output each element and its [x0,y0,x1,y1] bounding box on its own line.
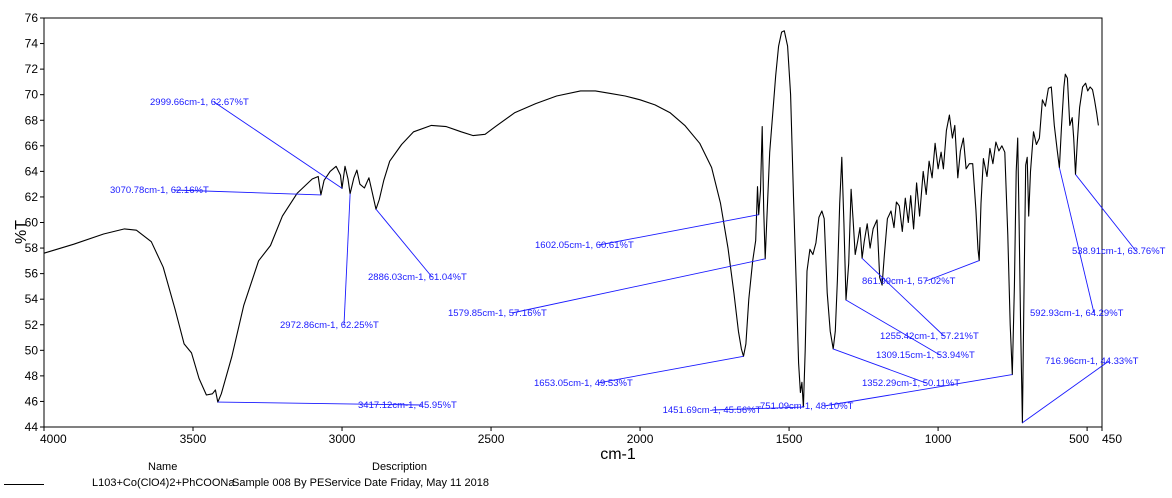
annotation-leader-line [711,406,804,411]
y-tick-label: 76 [25,11,39,25]
annotation-label: 3070.78cm-1, 62.16%T [110,185,209,196]
annotation-label: 1451.69cm-1, 45.56%T [663,405,762,416]
legend-series-description: Sample 008 By PEService Date Friday, May… [232,477,489,489]
annotation-label: 716.96cm-1, 44.33%T [1045,356,1139,367]
series-layer [43,30,1099,424]
y-tick-label: 44 [25,420,39,434]
x-tick-label: 450 [1102,432,1122,446]
y-tick-label: 62 [25,190,39,204]
x-tick-label: 3000 [329,432,356,446]
annotation-leader-line [1058,167,1095,314]
series-line [43,30,1099,424]
y-tick-label: 74 [25,37,39,51]
y-tick-label: 50 [25,343,39,357]
annotation-label: 538.91cm-1, 63.76%T [1072,246,1166,257]
annotation-label: 861.99cm-1, 57.02%T [862,276,956,287]
annotation-leader-line [861,257,945,337]
x-tick-label: 1000 [925,432,952,446]
x-tick-label: 1500 [776,432,803,446]
annotation-label: 3417.12cm-1, 45.95%T [358,400,457,411]
annotation-leader-line [597,355,744,384]
y-tick-label: 72 [25,62,39,76]
y-tick-label: 68 [25,113,39,127]
x-axis-title: cm-1 [600,446,636,460]
legend-name-header: Name [148,461,178,473]
annotation-label: 592.93cm-1, 64.29%T [1030,308,1124,319]
legend: Name Description L103+Co(ClO4)2+PhCOONa … [0,458,1172,498]
annotation-leader-line [343,193,351,326]
y-axis-title: %T [13,220,30,244]
annotation-leader-line [213,101,343,189]
annotation-leader-line [925,260,980,282]
y-tick-label: 58 [25,241,39,255]
annotation-leader-line [217,401,423,406]
x-tick-label: 2000 [627,432,654,446]
y-tick-label: 66 [25,139,39,153]
x-tick-label: 4000 [40,432,67,446]
y-tick-label: 56 [25,267,39,281]
annotation-label: 751.09cm-1, 48.10%T [760,401,854,412]
y-tick-label: 64 [25,164,39,178]
ir-spectrum-chart: 4000 3500 3000 2500 2000 1500 1000 500 450 44 46 48… [13,11,1166,460]
annotation-label: 1653.05cm-1, 49.53%T [534,378,633,389]
annotation-leader-line [375,208,433,278]
x-tick-label: 2500 [478,432,505,446]
x-tick-label: 3500 [180,432,207,446]
legend-series-name: L103+Co(ClO4)2+PhCOONa [92,477,235,489]
annotation-leader-line [1075,174,1137,252]
plot-frame [43,17,1103,428]
annotation-label: 1352.29cm-1, 50.11%T [862,378,960,389]
annotation-label: 1309.15cm-1, 53.94%T [876,350,975,361]
annotation-label: 1255.42cm-1, 57.21%T [880,331,979,342]
y-tick-label: 48 [25,369,39,383]
x-tick-label: 500 [1069,432,1089,446]
annotation-leader-line [845,299,941,356]
annotation-leader-line [598,214,759,246]
legend-description-header: Description [372,461,428,473]
annotation-layer: 2999.66cm-1, 62.67%T 3070.78cm-1, 62.16%T… [110,97,1166,424]
annotation-leader-line [832,348,927,384]
annotation-label: 2999.66cm-1, 62.67%T [150,97,249,108]
y-tick-label: 54 [25,292,39,306]
annotation-label: 1602.05cm-1, 60.61%T [535,240,634,251]
annotation-label: 2972.86cm-1, 62.25%T [280,320,379,331]
annotation-label: 2886.03cm-1, 61.04%T [368,272,467,283]
annotation-leader-line [173,189,321,196]
annotation-leader-line [1022,360,1110,424]
annotation-label: 1579.85cm-1, 57.16%T [448,308,547,319]
plot-axes: 4000 3500 3000 2500 2000 1500 1000 500 450 44 46 48… [25,11,1123,446]
y-tick-label: 60 [25,216,39,230]
y-tick-label: 70 [25,88,39,102]
y-tick-label: 46 [25,394,39,408]
annotation-leader-line [511,258,766,314]
y-tick-label: 52 [25,318,39,332]
annotation-leader-line [823,374,1013,407]
legend-line-swatch [4,484,44,485]
